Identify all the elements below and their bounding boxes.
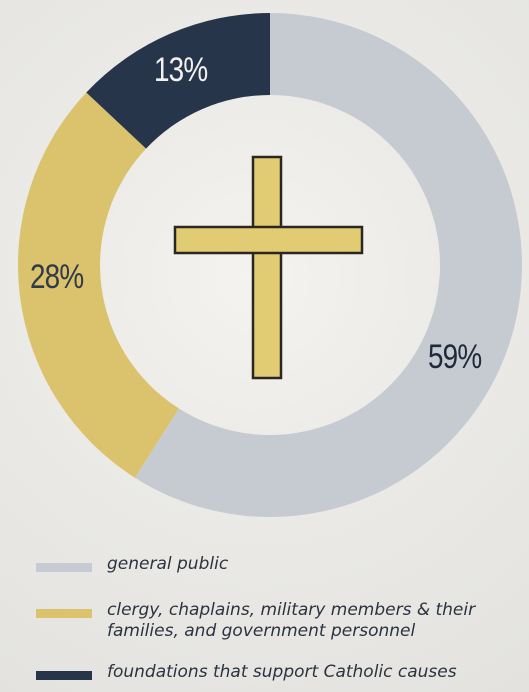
slice-clergy bbox=[17, 92, 179, 478]
cross-icon bbox=[173, 155, 364, 380]
donut-svg bbox=[17, 13, 522, 517]
cross-center-fill bbox=[254, 228, 280, 252]
slice-label-clergy: 28% bbox=[30, 258, 84, 296]
legend-label-foundations: foundations that support Catholic causes bbox=[107, 662, 457, 682]
donut-chart: 13% 28% 59% bbox=[17, 13, 522, 517]
slice-label-general-public: 59% bbox=[428, 338, 482, 376]
legend-item-foundations: foundations that support Catholic causes bbox=[36, 662, 507, 683]
legend-label-general-public: general public bbox=[107, 554, 229, 574]
legend-item-general-public: general public bbox=[36, 554, 507, 575]
legend-label-clergy: clergy, chaplains, military members & th… bbox=[107, 600, 476, 641]
legend-swatch-general-public bbox=[36, 563, 92, 572]
slice-label-foundations: 13% bbox=[154, 51, 208, 89]
cross-vertical-bar bbox=[251, 155, 283, 380]
slice-general-public bbox=[134, 13, 522, 517]
legend-swatch-clergy bbox=[36, 609, 92, 618]
slice-foundations bbox=[86, 13, 271, 149]
legend-swatch-foundations bbox=[36, 671, 92, 680]
legend-item-clergy: clergy, chaplains, military members & th… bbox=[36, 600, 507, 642]
